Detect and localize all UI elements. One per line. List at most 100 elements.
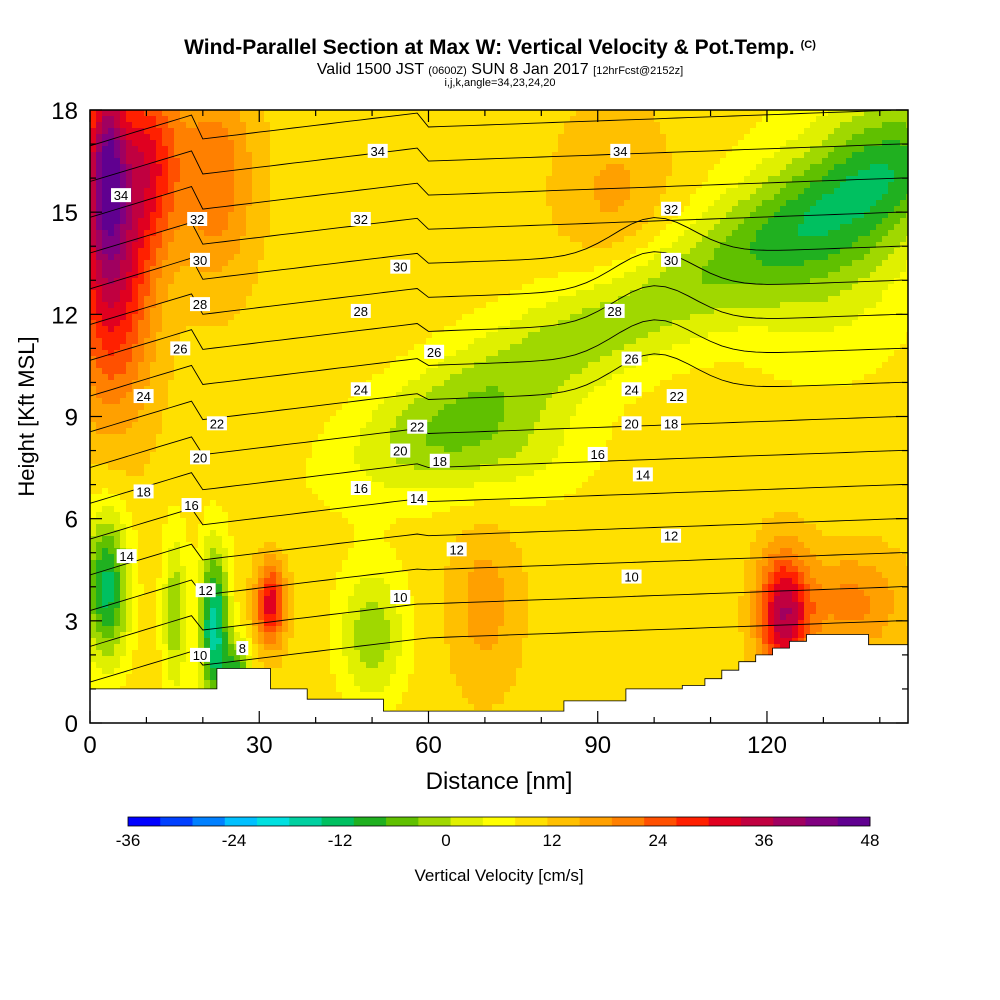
velocity-cell [102,368,109,375]
velocity-cell [312,146,319,153]
velocity-cell [324,608,331,615]
velocity-cell [306,284,313,291]
velocity-cell [180,656,187,663]
velocity-cell [354,146,361,153]
velocity-cell [126,152,133,159]
velocity-cell [144,140,151,147]
velocity-cell [264,494,271,501]
velocity-cell [216,458,223,465]
velocity-cell [132,302,139,309]
velocity-cell [192,578,199,585]
velocity-cell [252,428,259,435]
velocity-cell [138,428,145,435]
velocity-cell [96,626,103,633]
velocity-cell [114,584,121,591]
velocity-cell [324,350,331,357]
velocity-cell [252,230,259,237]
velocity-cell [90,416,97,423]
velocity-cell [288,554,295,561]
velocity-cell [156,590,163,597]
velocity-cell [318,692,325,699]
velocity-cell [252,530,259,537]
velocity-cell [96,446,103,453]
velocity-cell [156,332,163,339]
velocity-cell [366,668,373,675]
velocity-cell [264,530,271,537]
velocity-cell [174,626,181,633]
velocity-cell [270,278,277,285]
velocity-cell [276,128,283,135]
velocity-cell [216,308,223,315]
velocity-cell [216,182,223,189]
velocity-cell [354,356,361,363]
velocity-cell [288,242,295,249]
velocity-cell [120,650,127,657]
velocity-cell [162,542,169,549]
velocity-cell [216,626,223,633]
velocity-cell [258,266,265,273]
velocity-cell [150,638,157,645]
velocity-cell [360,470,367,477]
velocity-cell [222,464,229,471]
velocity-cell [156,338,163,345]
velocity-cell [312,266,319,273]
velocity-cell [330,596,337,603]
velocity-cell [312,320,319,327]
velocity-cell [90,668,97,675]
velocity-cell [174,158,181,165]
velocity-cell [156,266,163,273]
velocity-cell [378,236,385,243]
velocity-cell [240,464,247,471]
velocity-cell [126,170,133,177]
velocity-cell [366,176,373,183]
velocity-cell [144,320,151,327]
velocity-cell [198,620,205,627]
velocity-cell [282,350,289,357]
velocity-cell [372,596,379,603]
velocity-cell [342,638,349,645]
velocity-cell [270,590,277,597]
velocity-cell [114,398,121,405]
velocity-cell [276,344,283,351]
velocity-cell [186,650,193,657]
velocity-cell [318,140,325,147]
velocity-cell [210,272,217,279]
velocity-cell [228,470,235,477]
velocity-cell [336,638,343,645]
velocity-cell [336,494,343,501]
velocity-cell [114,326,121,333]
velocity-cell [318,590,325,597]
velocity-cell [240,212,247,219]
velocity-cell [354,584,361,591]
velocity-cell [282,152,289,159]
velocity-cell [174,398,181,405]
velocity-cell [186,566,193,573]
velocity-cell [144,572,151,579]
velocity-cell [234,632,241,639]
velocity-cell [192,668,199,675]
velocity-cell [180,452,187,459]
velocity-cell [324,242,331,249]
velocity-cell [132,536,139,543]
velocity-cell [138,614,145,621]
velocity-cell [144,530,151,537]
velocity-cell [246,602,253,609]
velocity-cell [168,590,175,597]
velocity-cell [366,248,373,255]
velocity-cell [306,464,313,471]
velocity-cell [174,680,181,687]
velocity-cell [186,464,193,471]
velocity-cell [312,182,319,189]
velocity-cell [312,284,319,291]
velocity-cell [96,278,103,285]
velocity-cell [306,668,313,675]
velocity-cell [246,110,253,117]
velocity-cell [282,410,289,417]
velocity-cell [306,164,313,171]
velocity-cell [156,638,163,645]
velocity-cell [198,398,205,405]
velocity-cell [90,302,97,309]
velocity-cell [360,410,367,417]
velocity-cell [354,422,361,429]
velocity-cell [234,488,241,495]
